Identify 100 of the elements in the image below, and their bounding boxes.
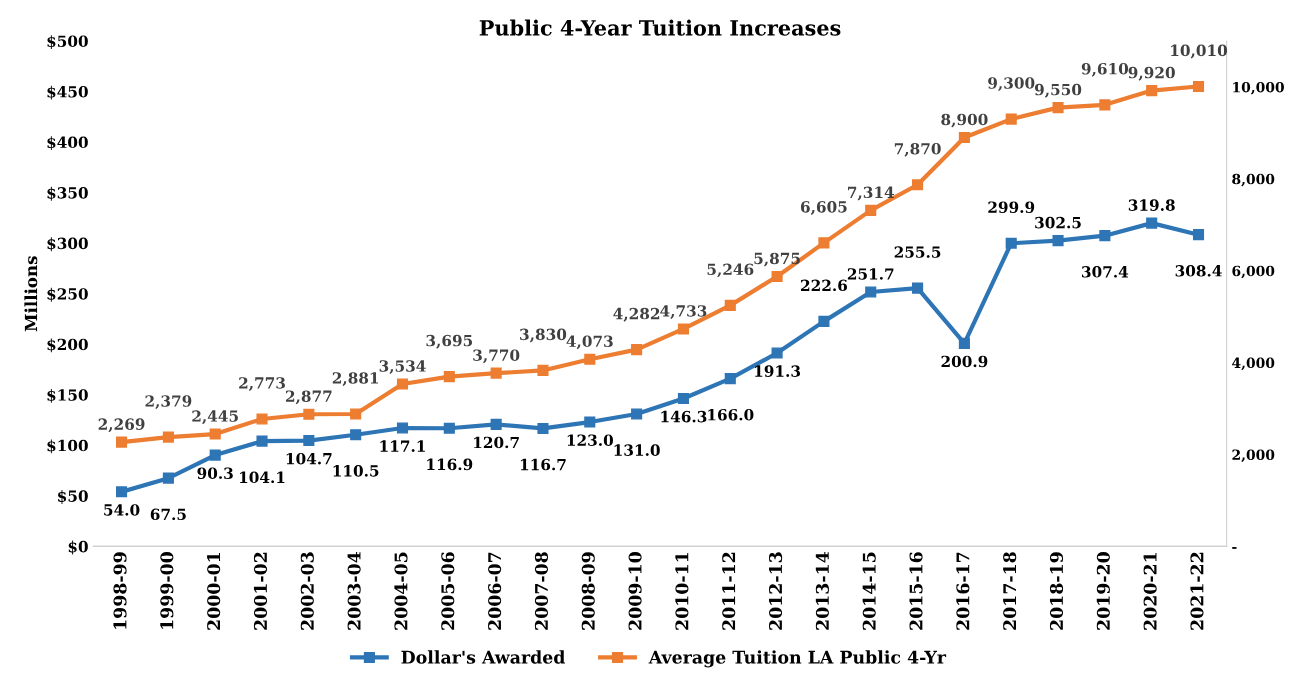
legend-label: Average Tuition LA Public 4-Yr — [648, 650, 947, 668]
point — [865, 286, 877, 298]
data-label: 6,605 — [800, 201, 847, 215]
y-tick-label: $500 — [47, 35, 88, 50]
x-tick-label: 2009-10 — [628, 552, 642, 630]
y2-tick-label: 6,000 — [1232, 265, 1275, 279]
point — [1005, 113, 1017, 125]
data-label: 54.0 — [104, 504, 140, 516]
data-label: 2,269 — [98, 418, 145, 433]
point — [958, 131, 970, 144]
point — [631, 408, 643, 420]
y-tick-label: $400 — [47, 136, 88, 151]
y2-tick-label: 10,000 — [1233, 81, 1284, 95]
point — [162, 431, 174, 443]
y-tick-label: $250 — [47, 287, 88, 302]
point — [303, 408, 315, 420]
point — [1099, 230, 1111, 242]
point — [584, 353, 596, 365]
data-label: 104.1 — [239, 471, 285, 484]
point — [256, 435, 268, 447]
x-tick-label: 2001-02 — [253, 552, 268, 630]
x-tick-label: 2017-18 — [1003, 552, 1017, 630]
data-label: 255.5 — [894, 246, 941, 258]
x-tick-label: 2012-13 — [769, 552, 783, 630]
y-tick-label: $300 — [47, 237, 88, 252]
data-label: 200.9 — [941, 355, 988, 368]
point — [162, 472, 174, 484]
point — [631, 344, 643, 356]
data-label: 3,770 — [473, 349, 520, 364]
data-label: 3,830 — [520, 328, 567, 343]
x-tick-label: 1998-99 — [113, 552, 127, 629]
data-label: 2,877 — [285, 390, 332, 405]
x-tick-label: 2018-19 — [1049, 552, 1064, 630]
point — [912, 282, 924, 294]
data-label: 222.6 — [801, 279, 848, 292]
point — [1005, 237, 1017, 249]
point — [303, 435, 315, 447]
point — [1099, 99, 1111, 111]
x-tick-label: 2013-14 — [815, 551, 829, 630]
point — [537, 364, 549, 376]
data-label: 9,550 — [1034, 83, 1082, 98]
data-label: 3,695 — [426, 334, 473, 349]
data-label: 5,246 — [707, 263, 754, 278]
x-tick-label: 2011-12 — [722, 552, 736, 630]
data-label: 131.0 — [614, 444, 660, 456]
point — [396, 378, 409, 390]
y-tick-label: $0 — [68, 540, 88, 555]
data-label: 3,534 — [379, 360, 426, 375]
y-tick-label: $200 — [47, 338, 88, 353]
x-tick-label: 2003-04 — [347, 551, 361, 630]
data-label: 7,870 — [894, 142, 941, 157]
point — [912, 179, 924, 191]
data-label: 104.7 — [286, 452, 332, 465]
x-tick-label: 2019-20 — [1096, 552, 1110, 630]
data-label: 308.4 — [1175, 265, 1222, 277]
y-tick-label: $50 — [58, 490, 88, 504]
data-label: 191.3 — [755, 365, 801, 377]
point — [1052, 235, 1064, 247]
data-label: 90.3 — [197, 467, 233, 479]
y-tick-label: $100 — [47, 439, 88, 454]
x-tick-label: 2014-15 — [862, 552, 876, 630]
data-label: 4,282 — [613, 307, 660, 322]
data-label: 302.5 — [1035, 216, 1081, 229]
y-axis-title: Millions — [24, 256, 38, 332]
point — [818, 237, 830, 249]
point — [443, 371, 455, 383]
x-tick-label: 2015-16 — [909, 552, 923, 630]
y2-tick-label: - — [1232, 547, 1237, 549]
point — [209, 428, 221, 440]
data-label: 2,379 — [145, 395, 192, 410]
x-tick-label: 2002-03 — [300, 552, 314, 630]
point — [209, 449, 221, 461]
point — [350, 408, 362, 420]
y2-tick-label: 4,000 — [1232, 357, 1275, 371]
point — [256, 413, 268, 425]
point — [677, 323, 690, 335]
x-tick-label: 2010-11 — [675, 552, 689, 630]
data-label: 9,610 — [1081, 63, 1129, 77]
data-label: 2,773 — [239, 377, 285, 391]
data-label: 2,881 — [332, 372, 379, 387]
point — [677, 392, 690, 405]
data-label: 7,314 — [848, 186, 895, 201]
x-tick-label: 2008-09 — [581, 552, 595, 630]
point — [818, 315, 830, 327]
point — [771, 270, 783, 283]
point — [350, 429, 362, 441]
data-label: 2,445 — [192, 410, 238, 425]
data-label: 67.5 — [150, 508, 186, 521]
point — [1146, 85, 1158, 97]
data-label: 251.7 — [847, 268, 894, 280]
data-label: 116.7 — [520, 458, 566, 471]
y2-tick-label: 2,000 — [1232, 449, 1275, 463]
point — [396, 422, 409, 434]
x-tick-label: 2021-22 — [1190, 552, 1204, 630]
point — [724, 299, 736, 311]
data-label: 4,733 — [660, 305, 707, 319]
point — [443, 422, 455, 434]
data-label: 120.7 — [474, 436, 519, 449]
point — [115, 486, 128, 498]
data-label: 110.5 — [333, 465, 379, 477]
